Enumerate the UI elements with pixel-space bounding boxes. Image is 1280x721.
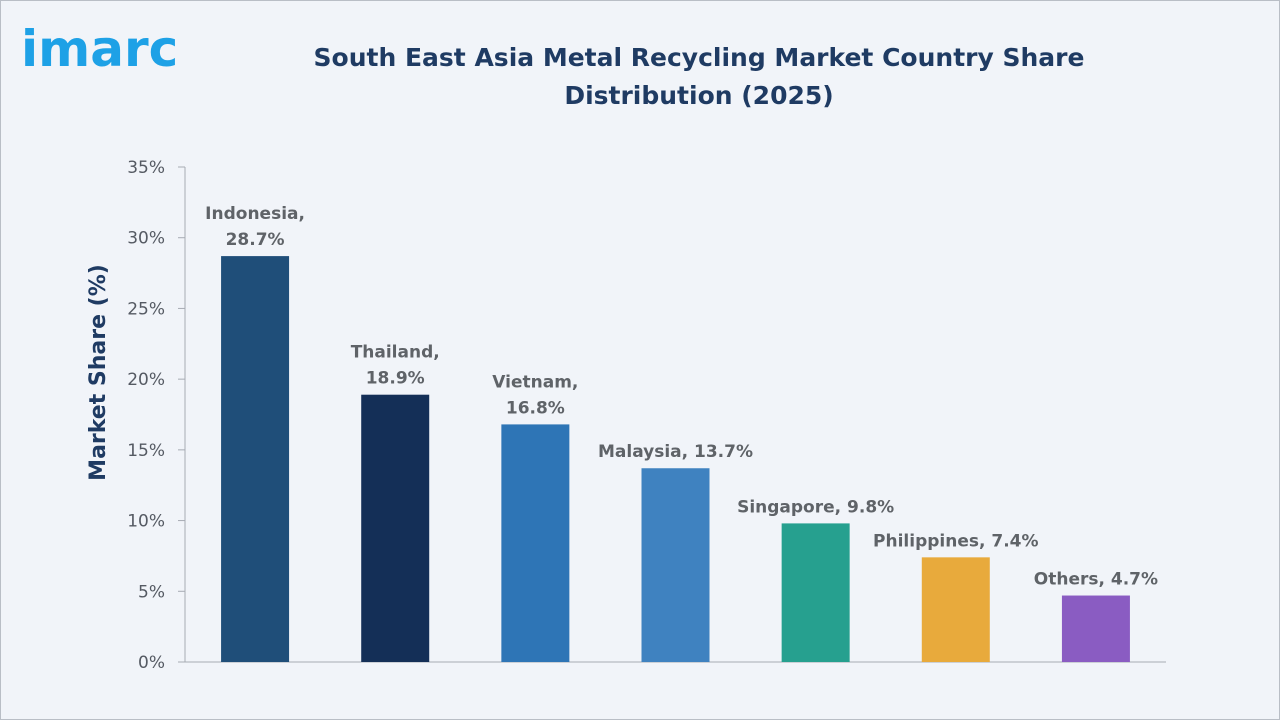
data-label-indonesia: Indonesia, xyxy=(205,204,305,224)
data-label-others: Others, 4.7% xyxy=(1034,570,1158,590)
y-tick-label: 10% xyxy=(127,512,165,532)
imarc-logo: imarc xyxy=(21,20,179,78)
bar-indonesia xyxy=(221,256,290,662)
data-labels: Indonesia, 28.7% Thailand, 18.9% Vietnam, 16.… xyxy=(205,204,1158,589)
y-tick-label: 25% xyxy=(127,299,165,319)
data-label-philippines: Philippines, 7.4% xyxy=(873,531,1038,551)
y-tick-label: 20% xyxy=(127,370,165,390)
data-label-malaysia: Malaysia, 13.7% xyxy=(598,442,753,462)
chart-title: South East Asia Metal Recycling Market C… xyxy=(313,43,1085,110)
data-label-thailand: 18.9% xyxy=(366,369,425,389)
y-axis: 0% 5% 10% 15% 20% 25% 30% 35% xyxy=(127,158,1166,673)
bar-malaysia xyxy=(641,468,710,662)
y-tick-label: 30% xyxy=(127,229,165,249)
bar-vietnam xyxy=(501,424,570,662)
y-tick-label: 35% xyxy=(127,158,165,178)
bar-singapore xyxy=(781,523,850,662)
bar-others xyxy=(1061,595,1130,662)
data-label-vietnam: 16.8% xyxy=(506,398,565,418)
bars xyxy=(221,256,1130,662)
bar-philippines xyxy=(921,557,990,662)
y-tick-label: 0% xyxy=(138,653,165,673)
y-tick-label: 5% xyxy=(138,582,165,602)
bar-thailand xyxy=(361,394,430,662)
data-label-thailand: Thailand, xyxy=(351,343,440,363)
y-axis-title: Market Share (%) xyxy=(86,264,111,481)
data-label-indonesia: 28.7% xyxy=(226,230,285,250)
data-label-singapore: Singapore, 9.8% xyxy=(737,497,894,517)
y-tick-label: 15% xyxy=(127,441,165,461)
data-label-vietnam: Vietnam, xyxy=(492,372,578,392)
